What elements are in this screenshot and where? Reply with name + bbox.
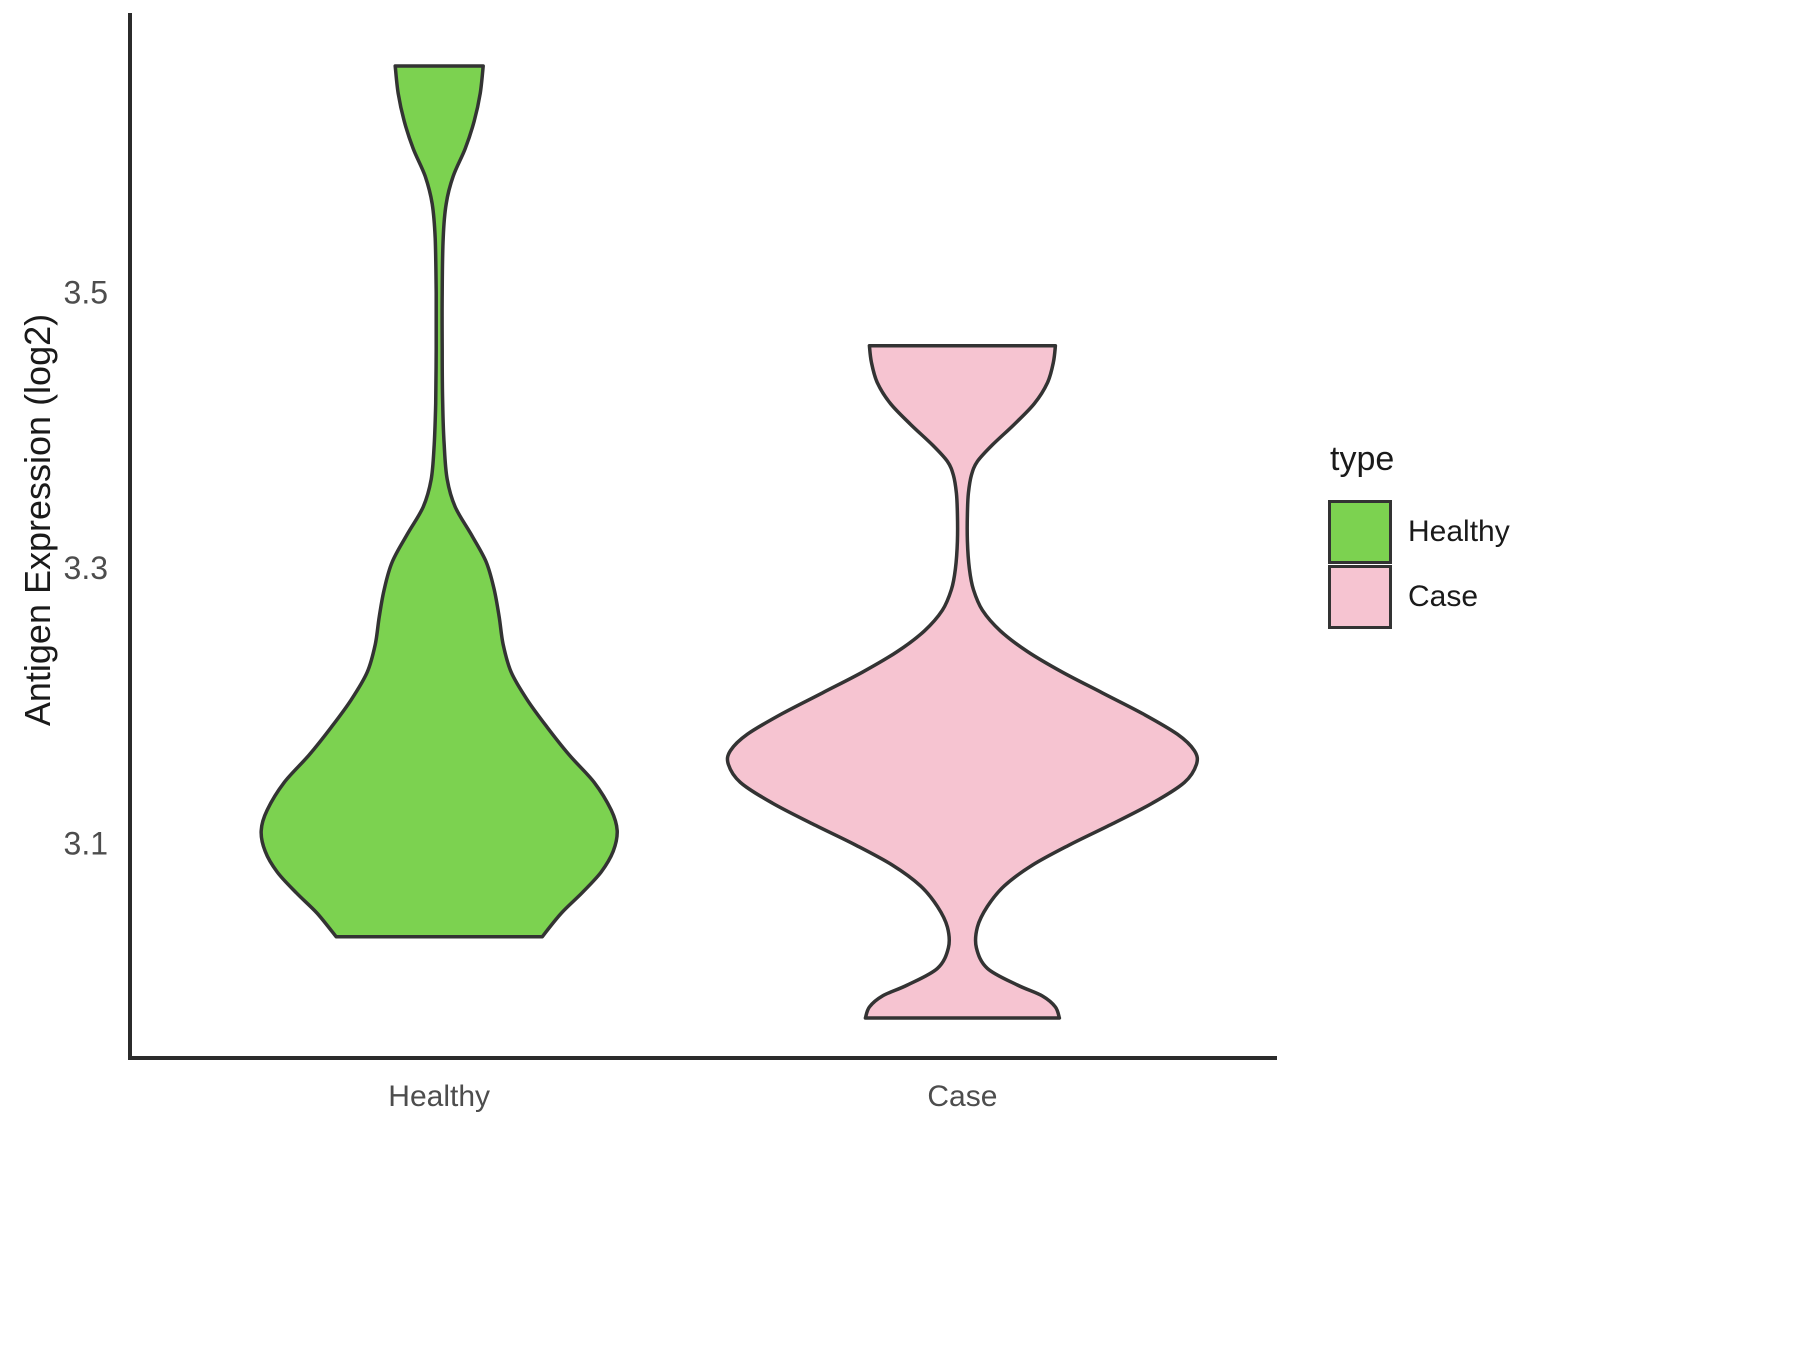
y-axis-title: Antigen Expression (log2) [17, 313, 58, 727]
y-tick-label: 3.5 [64, 274, 108, 310]
legend-swatch [1328, 564, 1392, 629]
legend-label: Case [1408, 579, 1479, 613]
x-category-label: Case [927, 1080, 997, 1113]
violin-case [725, 343, 1200, 1020]
legend-entry: Healthy [1328, 499, 1510, 564]
x-category-label: Healthy [388, 1080, 490, 1113]
legend-entries: Healthy Case [1328, 499, 1510, 629]
legend-swatch [1328, 499, 1392, 564]
legend-title: type [1330, 440, 1395, 478]
y-tick-label: 3.3 [64, 550, 108, 586]
legend: type Healthy Case [1328, 440, 1510, 629]
y-tick-label: 3.1 [64, 825, 108, 861]
violin-healthy [259, 64, 619, 939]
legend-entry: Case [1328, 564, 1510, 629]
legend-label: Healthy [1408, 514, 1510, 548]
